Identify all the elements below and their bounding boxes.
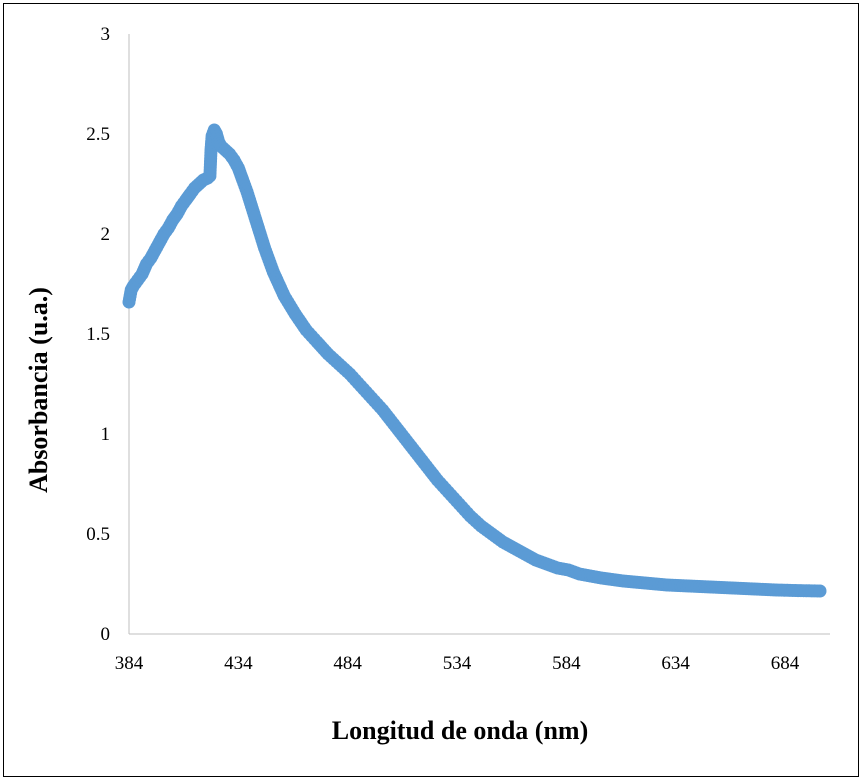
x-axis-title: Longitud de onda (nm) [332, 716, 588, 745]
chart-frame [3, 3, 859, 777]
y-tick-labels: 0 0.5 1 1.5 2 2.5 3 [86, 24, 110, 645]
y-tick-label: 1.5 [86, 324, 110, 345]
x-tick-label: 434 [224, 653, 253, 674]
y-tick-label: 2 [101, 224, 111, 245]
x-tick-labels: 384 434 484 534 584 634 684 [115, 653, 800, 674]
x-tick-label: 634 [661, 653, 690, 674]
y-axis-title: Absorbancia (u.a.) [24, 287, 53, 493]
x-tick-label: 584 [552, 653, 581, 674]
x-tick-label: 384 [115, 653, 144, 674]
y-tick-label: 0.5 [86, 524, 110, 545]
x-tick-label: 484 [333, 653, 362, 674]
y-tick-label: 2.5 [86, 124, 110, 145]
y-tick-label: 3 [101, 24, 111, 45]
plot-area [122, 123, 827, 598]
x-tick-label: 534 [443, 653, 472, 674]
y-tick-label: 1 [101, 424, 111, 445]
y-tick-label: 0 [101, 624, 111, 645]
data-point [813, 584, 827, 598]
x-tick-label: 684 [771, 653, 800, 674]
